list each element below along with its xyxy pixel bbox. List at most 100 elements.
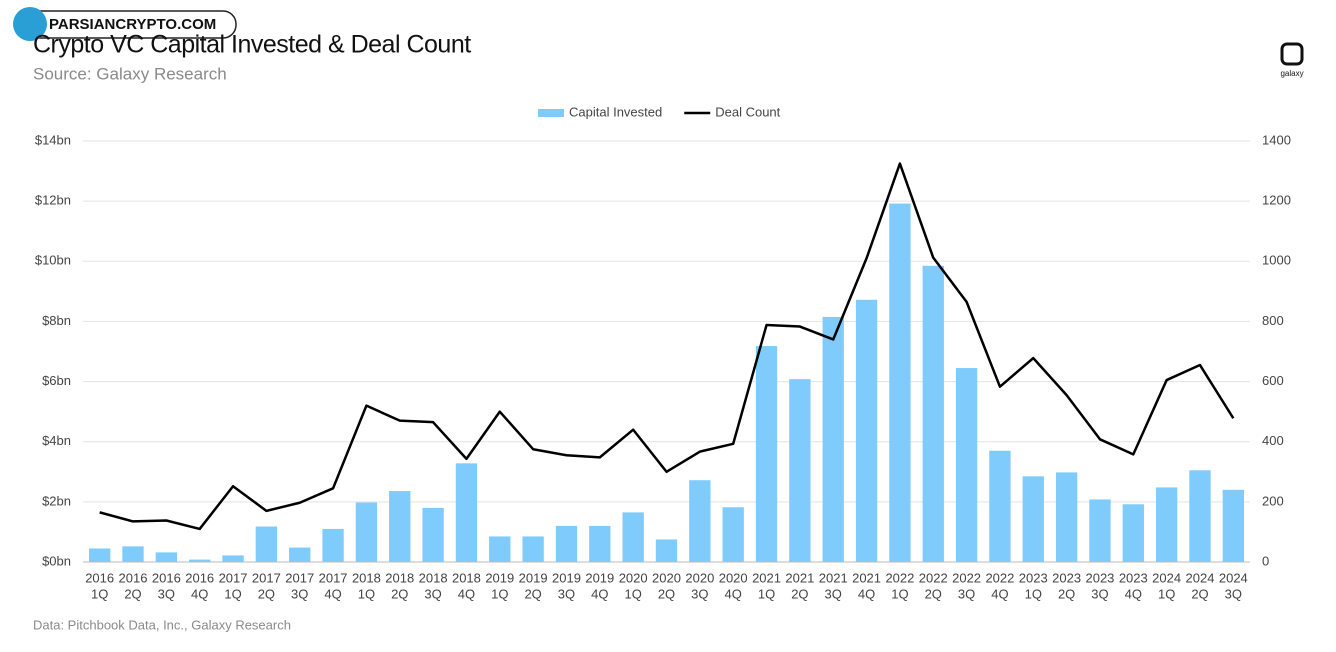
y2-tick-label: 600 bbox=[1262, 373, 1284, 388]
x-tick-label: 2023 bbox=[1085, 570, 1114, 585]
x-tick-label: 2022 bbox=[952, 570, 981, 585]
x-tick-label: 3Q bbox=[1225, 586, 1242, 601]
x-tick-label: 4Q bbox=[591, 586, 608, 601]
x-tick-label: 2018 bbox=[452, 570, 481, 585]
bar bbox=[355, 502, 378, 562]
logo-icon bbox=[1280, 42, 1304, 66]
bar bbox=[89, 548, 111, 562]
y-tick-label: $14bn bbox=[35, 132, 71, 147]
x-tick-label: 1Q bbox=[1158, 586, 1175, 601]
chart-title: Crypto VC Capital Invested & Deal Count bbox=[33, 31, 471, 59]
x-tick-label: 2Q bbox=[791, 586, 808, 601]
x-tick-label: 2023 bbox=[1019, 570, 1048, 585]
bar bbox=[155, 552, 178, 562]
logo-text: galaxy bbox=[1280, 69, 1303, 78]
y2-tick-label: 1000 bbox=[1262, 253, 1291, 268]
footer: Data: Pitchbook Data, Inc., Galaxy Resea… bbox=[33, 617, 291, 632]
bar bbox=[822, 316, 844, 562]
x-tick-label: 1Q bbox=[891, 586, 908, 601]
bar bbox=[1222, 489, 1244, 562]
legend-label: Deal Count bbox=[715, 104, 780, 119]
x-tick-label: 2019 bbox=[485, 570, 514, 585]
watermark-icon bbox=[13, 7, 47, 41]
x-tick-label: 2017 bbox=[319, 570, 348, 585]
watermark: PARSIANCRYPTO.COM bbox=[13, 7, 237, 41]
x-tick-label: 1Q bbox=[224, 586, 241, 601]
x-tick-label: 4Q bbox=[458, 586, 475, 601]
bar bbox=[1122, 504, 1144, 562]
x-tick-label: 3Q bbox=[158, 586, 175, 601]
x-tick-label: 2017 bbox=[219, 570, 248, 585]
bar bbox=[655, 539, 678, 562]
y2-tick-label: 1200 bbox=[1262, 193, 1291, 208]
bar bbox=[422, 507, 444, 562]
x-tick-label: 3Q bbox=[691, 586, 708, 601]
bar bbox=[955, 368, 978, 562]
x-tick-label: 2018 bbox=[419, 570, 448, 585]
x-tick-label: 2021 bbox=[752, 570, 781, 585]
x-tick-label: 3Q bbox=[1091, 586, 1108, 601]
legend-swatch bbox=[538, 109, 564, 117]
bar bbox=[189, 559, 211, 562]
x-tick-label: 2020 bbox=[719, 570, 748, 585]
x-tick-label: 2Q bbox=[124, 586, 141, 601]
bar bbox=[489, 536, 511, 562]
bar bbox=[722, 507, 744, 562]
x-tick-label: 4Q bbox=[725, 586, 742, 601]
x-tick-label: 1Q bbox=[91, 586, 108, 601]
x-tick-label: 3Q bbox=[958, 586, 975, 601]
x-tick-label: 2Q bbox=[925, 586, 942, 601]
x-tick-label: 3Q bbox=[825, 586, 842, 601]
x-tick-label: 2Q bbox=[1191, 586, 1208, 601]
x-tick-label: 2Q bbox=[524, 586, 541, 601]
x-tick-label: 2Q bbox=[658, 586, 675, 601]
x-tick-label: 2018 bbox=[352, 570, 381, 585]
bar bbox=[689, 480, 711, 562]
x-tick-label: 4Q bbox=[858, 586, 875, 601]
x-tick-label: 1Q bbox=[758, 586, 775, 601]
bar bbox=[589, 525, 611, 562]
bar bbox=[389, 491, 411, 562]
bar bbox=[522, 536, 544, 562]
y-tick-label: $0bn bbox=[42, 553, 71, 568]
x-tick-label: 2023 bbox=[1052, 570, 1081, 585]
x-tick-label: 2020 bbox=[685, 570, 714, 585]
x-tick-label: 2019 bbox=[552, 570, 581, 585]
x-tick-label: 4Q bbox=[991, 586, 1008, 601]
y2-tick-label: 1400 bbox=[1262, 132, 1291, 147]
bar bbox=[122, 546, 144, 562]
bar bbox=[289, 547, 311, 562]
y-tick-label: $10bn bbox=[35, 253, 71, 268]
x-tick-label: 2Q bbox=[1058, 586, 1075, 601]
chart-subtitle: Source: Galaxy Research bbox=[33, 64, 227, 83]
x-tick-label: 4Q bbox=[191, 586, 208, 601]
x-tick-label: 1Q bbox=[491, 586, 508, 601]
bar bbox=[922, 265, 944, 562]
x-tick-label: 4Q bbox=[1125, 586, 1142, 601]
bar bbox=[989, 450, 1011, 562]
watermark-text: PARSIANCRYPTO.COM bbox=[49, 16, 216, 33]
x-tick-label: 2016 bbox=[185, 570, 214, 585]
y-tick-label: $2bn bbox=[42, 493, 71, 508]
x-tick-label: 2021 bbox=[852, 570, 881, 585]
x-tick-label: 2016 bbox=[152, 570, 181, 585]
bar bbox=[889, 203, 911, 562]
x-tick-label: 1Q bbox=[358, 586, 375, 601]
bar bbox=[455, 463, 478, 562]
y2-tick-label: 0 bbox=[1262, 553, 1269, 568]
x-tick-label: 2024 bbox=[1152, 570, 1181, 585]
y-tick-label: $6bn bbox=[42, 373, 71, 388]
x-tick-label: 2016 bbox=[85, 570, 114, 585]
y2-tick-label: 200 bbox=[1262, 493, 1284, 508]
bar bbox=[855, 299, 878, 562]
logo: galaxy bbox=[1280, 42, 1304, 78]
x-tick-label: 2017 bbox=[252, 570, 281, 585]
x-tick-label: 1Q bbox=[1025, 586, 1042, 601]
bar bbox=[555, 525, 578, 562]
bar bbox=[1055, 472, 1078, 562]
bar bbox=[1022, 476, 1044, 562]
x-tick-label: 2020 bbox=[619, 570, 648, 585]
y-tick-label: $8bn bbox=[42, 313, 71, 328]
x-tick-label: 2024 bbox=[1219, 570, 1248, 585]
